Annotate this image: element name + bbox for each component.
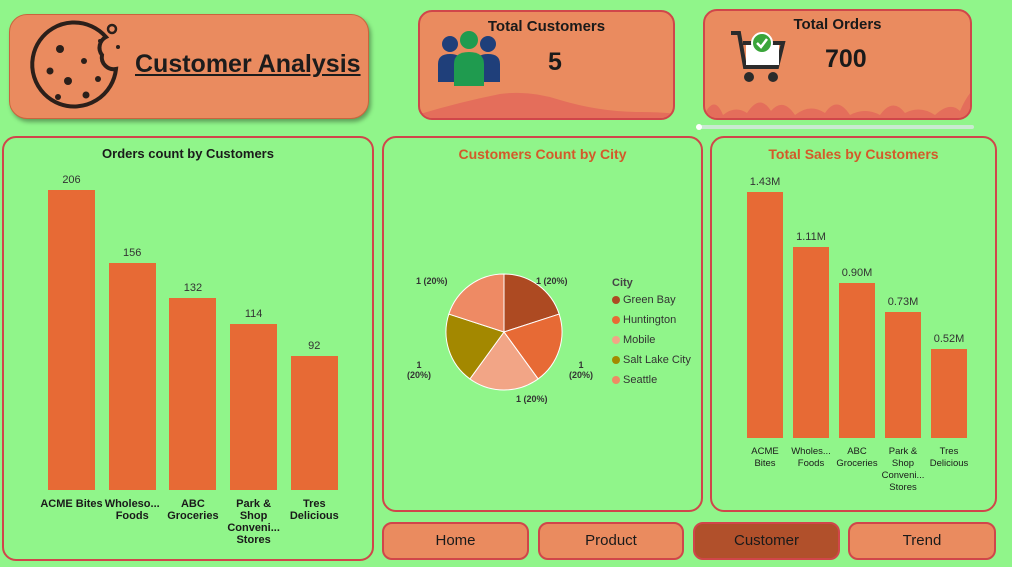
city-legend-title: City xyxy=(612,277,633,289)
shopping-cart-icon xyxy=(731,31,786,82)
legend-label: Huntington xyxy=(623,314,677,326)
orders-count-panel: Orders count by Customers 206 ACME Bites 1… xyxy=(2,136,374,561)
bar-value-label: 1.11M xyxy=(796,231,826,244)
bar-value-label: 132 xyxy=(183,281,203,294)
pie-slice[interactable] xyxy=(469,331,539,391)
bar[interactable] xyxy=(290,356,338,490)
customers-sparkline xyxy=(420,92,673,118)
kpi-orders-value: 700 xyxy=(825,45,867,73)
kpi-customers-value: 5 xyxy=(548,48,562,76)
pie-slice[interactable] xyxy=(448,273,505,333)
legend-item[interactable]: Huntington xyxy=(612,314,676,326)
kpi-customers-card: Total Customers 5 xyxy=(418,10,675,120)
pie-label: 1 (20%) xyxy=(416,276,448,286)
bar-value-label: 114 xyxy=(244,307,263,320)
pie-label: 1 (20%) xyxy=(406,360,431,380)
nav-product-button[interactable]: Product xyxy=(538,522,684,560)
bar-value-label: 92 xyxy=(308,340,321,353)
title-card xyxy=(9,14,369,119)
city-pie-chart xyxy=(445,273,563,391)
page-title: Customer Analysis xyxy=(135,50,361,78)
legend-label: Salt Lake City xyxy=(623,354,691,366)
bar-value-label: 0.73M xyxy=(887,296,919,309)
bar[interactable] xyxy=(169,297,217,490)
pie-slice[interactable] xyxy=(445,313,505,380)
bar-value-label: 206 xyxy=(62,174,81,186)
kpi-customers-title: Total Customers xyxy=(487,18,606,35)
nav-customer-button[interactable]: Customer xyxy=(693,522,840,560)
pie-slice[interactable] xyxy=(503,273,560,333)
pie-label: 1 (20%) xyxy=(536,276,568,286)
bar-category-label: ABC Groceries xyxy=(167,498,219,522)
bar-value-label: 156 xyxy=(123,246,142,259)
legend-item[interactable]: Green Bay xyxy=(612,294,676,306)
legend-swatch xyxy=(612,356,620,365)
legend-label: Seattle xyxy=(623,374,658,386)
bar[interactable] xyxy=(48,190,95,490)
legend-label: Mobile xyxy=(623,334,656,346)
nav-trend-button[interactable]: Trend xyxy=(848,522,996,560)
legend-item[interactable]: Seattle xyxy=(612,374,657,386)
bar-value-label: 0.52M xyxy=(933,332,965,345)
pie-slice[interactable] xyxy=(503,313,563,380)
legend-item[interactable]: Salt Lake City xyxy=(612,354,691,366)
bar-category-label: Wholes... Foods xyxy=(791,446,831,469)
bar[interactable] xyxy=(885,312,921,438)
scrollbar-thumb[interactable] xyxy=(696,124,702,130)
bar-category-label: Tres Delicious xyxy=(929,446,969,469)
city-count-panel: Customers Count by City City Green Bay Hu… xyxy=(382,136,703,512)
cookie-icon xyxy=(30,20,120,109)
bar[interactable] xyxy=(839,283,875,438)
kpi-orders-card: Total Orders 700 xyxy=(703,9,972,120)
bar-category-label: ACME Bites xyxy=(751,446,779,469)
pie-label: 1 (20%) xyxy=(568,360,593,380)
bar-category-label: ABC Groceries xyxy=(836,446,878,469)
bar[interactable] xyxy=(108,262,156,490)
legend-swatch xyxy=(612,316,620,325)
bar[interactable] xyxy=(931,348,967,438)
bar-category-label: Wholeso... Foods xyxy=(104,498,160,522)
people-icon xyxy=(438,31,500,86)
city-chart-title: Customers Count by City xyxy=(458,146,627,162)
legend-item[interactable]: Mobile xyxy=(612,334,655,346)
nav-home-button[interactable]: Home xyxy=(382,522,529,560)
bar-category-label: Park & Shop Conveni... Stores xyxy=(881,446,925,493)
sales-chart-title: Total Sales by Customers xyxy=(768,146,939,162)
bar-category-label: ACME Bites xyxy=(40,498,103,510)
legend-swatch xyxy=(612,296,620,305)
bar-value-label: 0.90M xyxy=(841,267,873,280)
orders-sparkline xyxy=(705,93,970,118)
orders-chart-title: Orders count by Customers xyxy=(102,146,274,161)
legend-swatch xyxy=(612,376,620,385)
sales-panel: Total Sales by Customers 1.43M ACME Bites… xyxy=(710,136,997,512)
page-scrollbar[interactable] xyxy=(698,125,974,129)
pie-label: 1 (20%) xyxy=(516,394,548,404)
bar[interactable] xyxy=(793,247,829,438)
bar-category-label: Tres Delicious xyxy=(289,498,339,522)
bar-value-label: 1.43M xyxy=(749,176,781,188)
legend-swatch xyxy=(612,336,620,345)
legend-label: Green Bay xyxy=(623,294,676,306)
bar[interactable] xyxy=(230,323,278,490)
bar-category-label: Park & Shop Conveni... Stores xyxy=(227,498,280,546)
kpi-orders-title: Total Orders xyxy=(793,16,882,33)
bar[interactable] xyxy=(747,192,783,438)
